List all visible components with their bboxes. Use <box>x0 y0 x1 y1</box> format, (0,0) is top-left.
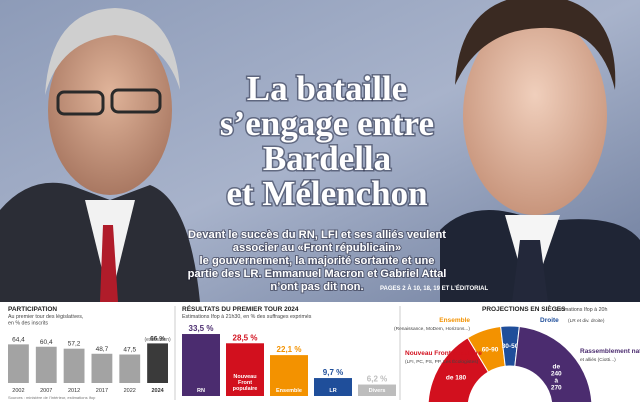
value-label: 66 % <box>150 335 165 342</box>
seat-segment <box>514 325 593 402</box>
party-label: Ensemble <box>439 317 470 324</box>
seat-label: de 180 <box>446 375 467 382</box>
chart-title: PROJECTIONS EN SIÈGES <box>482 304 566 313</box>
party-label: Rassemblement national <box>580 348 640 355</box>
bar <box>63 348 85 383</box>
chart-title: PARTICIPATION <box>8 306 57 313</box>
party-label: Nouveau Front populaire <box>405 350 482 357</box>
party-detail: et alliés (Ciotti...) <box>580 357 616 363</box>
bar <box>147 343 168 383</box>
party-label: Droite <box>540 317 559 324</box>
bar <box>314 378 352 396</box>
bar <box>270 355 308 396</box>
page-ref: PAGES 2 À 10, 18, 19 ET L’ÉDITORIAL <box>380 284 488 292</box>
seat-label: 60-90 <box>482 346 499 353</box>
deck-line: associer au «Front républicain» <box>233 242 402 254</box>
chart-subtitle: Au premier tour des législatives, <box>8 314 83 320</box>
category-label: Divers <box>369 388 386 394</box>
deck-line: partie des LR. Emmanuel Macron et Gabrie… <box>188 268 447 280</box>
category-label: 2024 <box>151 388 164 394</box>
value-label: 64,4 <box>12 336 25 343</box>
bar <box>35 346 57 383</box>
headline-line: La bataille <box>247 69 407 108</box>
category-label: 2022 <box>124 388 136 394</box>
value-label: 48,7 <box>96 346 109 353</box>
category-label: RN <box>197 388 205 394</box>
party-detail: (LFI, PC, PS, PP, Les Écologistes) <box>405 358 479 365</box>
chart-subtitle: Estimations Ifop à 20h <box>555 307 607 313</box>
headline-line: Bardella <box>263 139 391 178</box>
bar <box>8 344 29 383</box>
bar <box>226 343 264 396</box>
deck-line: le gouvernement, la majorité sortante et… <box>200 255 435 267</box>
annotation: (estimation) <box>145 337 171 343</box>
deck-line: Devant le succès du RN, LFI et ses allié… <box>188 229 446 241</box>
category-label: 2017 <box>96 388 108 394</box>
seat-label: de 240 à 270 <box>551 364 562 392</box>
category-label: Nouveau Front populaire <box>233 374 258 392</box>
source: Sources : ministère de l’Intérieur, esti… <box>8 395 96 400</box>
category-label: 2007 <box>40 388 52 394</box>
category-label: 2002 <box>12 388 24 394</box>
deck-line: n’ont pas dit non. <box>270 281 363 293</box>
bar <box>358 384 396 396</box>
chart-subtitle: en % des inscrits <box>8 321 48 327</box>
photo <box>0 0 640 302</box>
value-label: 22,1 % <box>277 345 302 354</box>
bar <box>119 354 141 383</box>
value-label: 33,5 % <box>189 324 214 333</box>
headline-line: s’engage entre <box>220 104 434 143</box>
party-detail: (LR et div. droite) <box>568 318 605 324</box>
seat-label: 30-50 <box>502 343 519 350</box>
chart-title: RÉSULTATS DU PREMIER TOUR 2024 <box>182 304 299 313</box>
bar <box>91 353 113 383</box>
value-label: 57,2 <box>68 341 81 348</box>
value-label: 6,2 % <box>367 375 387 384</box>
bar <box>182 334 220 396</box>
headline-line: et Mélenchon <box>226 174 427 213</box>
category-label: 2012 <box>68 388 80 394</box>
chart-subtitle: Estimations Ifop à 21h30, en % des suffr… <box>182 314 312 320</box>
party-detail: (Renaissance, MoDem, Horizons...) <box>394 326 470 332</box>
value-label: 60,4 <box>40 339 53 346</box>
category-label: Ensemble <box>276 388 302 394</box>
value-label: 9,7 % <box>323 368 343 377</box>
value-label: 47,5 <box>123 347 136 354</box>
category-label: LR <box>329 388 336 394</box>
value-label: 28,5 % <box>233 333 258 342</box>
